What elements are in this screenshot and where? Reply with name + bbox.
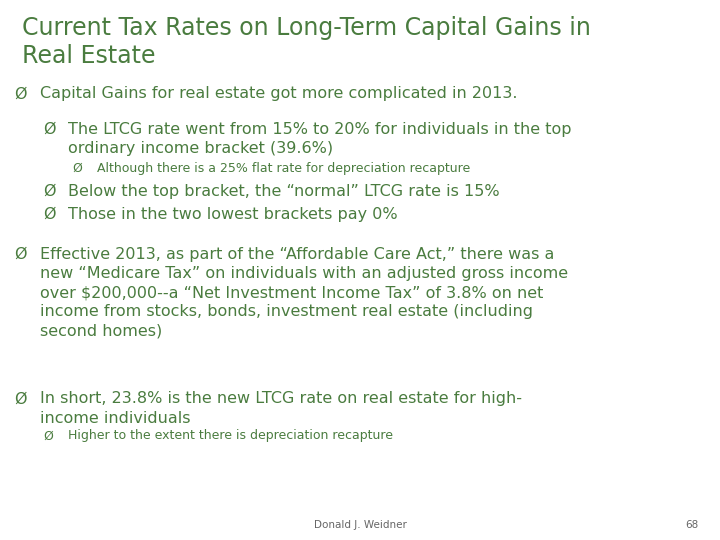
Text: Effective 2013, as part of the “Affordable Care Act,” there was a
new “Medicare : Effective 2013, as part of the “Affordab… [40, 247, 568, 339]
Text: Current Tax Rates on Long-Term Capital Gains in
Real Estate: Current Tax Rates on Long-Term Capital G… [22, 16, 590, 68]
Text: Below the top bracket, the “normal” LTCG rate is 15%: Below the top bracket, the “normal” LTCG… [68, 184, 500, 199]
Text: Donald J. Weidner: Donald J. Weidner [314, 520, 406, 530]
Text: Ø: Ø [14, 86, 27, 102]
Text: Those in the two lowest brackets pay 0%: Those in the two lowest brackets pay 0% [68, 207, 398, 222]
Text: Ø: Ø [43, 207, 55, 222]
Text: Ø: Ø [14, 392, 27, 407]
Text: In short, 23.8% is the new LTCG rate on real estate for high-
income individuals: In short, 23.8% is the new LTCG rate on … [40, 392, 521, 426]
Text: The LTCG rate went from 15% to 20% for individuals in the top
ordinary income br: The LTCG rate went from 15% to 20% for i… [68, 122, 572, 156]
Text: Higher to the extent there is depreciation recapture: Higher to the extent there is depreciati… [68, 429, 393, 442]
Text: Ø: Ø [43, 122, 55, 137]
Text: Although there is a 25% flat rate for depreciation recapture: Although there is a 25% flat rate for de… [97, 162, 470, 175]
Text: 68: 68 [685, 520, 698, 530]
Text: Ø: Ø [72, 162, 82, 175]
Text: Ø: Ø [43, 429, 53, 442]
Text: Ø: Ø [14, 247, 27, 262]
Text: Ø: Ø [43, 184, 55, 199]
Text: Capital Gains for real estate got more complicated in 2013.: Capital Gains for real estate got more c… [40, 86, 517, 102]
